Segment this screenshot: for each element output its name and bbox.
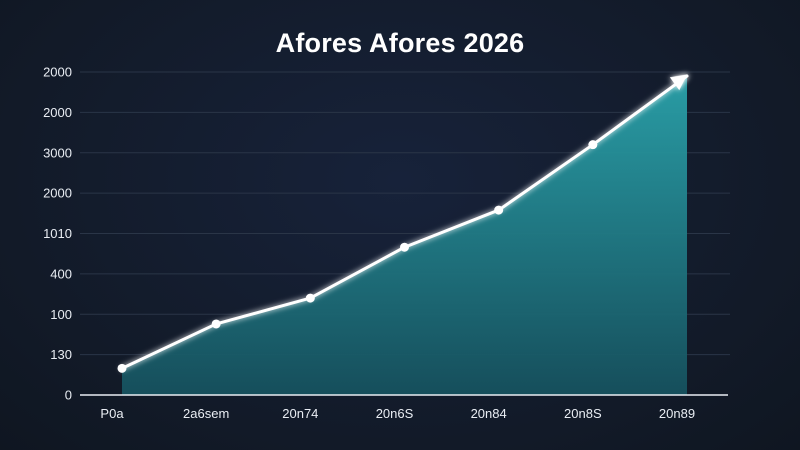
area-fill-layer — [122, 76, 687, 395]
chart-title: Afores Afores 2026 — [275, 28, 525, 58]
y-tick-label: 2000 — [43, 186, 72, 201]
data-point — [211, 319, 221, 329]
y-tick-label: 1010 — [43, 226, 72, 241]
y-tick-label: 400 — [50, 266, 72, 281]
x-tick-labels: P0a 2a6sem 20n74 20n6S 20n84 20n8S 20n89 — [100, 406, 695, 421]
y-tick-label: 100 — [50, 307, 72, 322]
data-point — [305, 293, 315, 303]
y-tick-label: 130 — [50, 347, 72, 362]
data-point — [494, 205, 504, 215]
y-tick-labels: 2000 2000 3000 2000 1010 400 100 130 0 — [43, 65, 72, 403]
data-points — [117, 74, 688, 373]
x-tick-label: 20n6S — [376, 406, 414, 421]
data-point — [588, 140, 598, 150]
y-tick-label: 2000 — [43, 105, 72, 120]
x-tick-label: 20n89 — [659, 406, 695, 421]
data-point-arrow — [669, 74, 688, 91]
data-point — [117, 363, 127, 373]
x-tick-label: 20n74 — [282, 406, 318, 421]
x-tick-label: P0a — [100, 406, 124, 421]
x-tick-label: 20n8S — [564, 406, 602, 421]
y-tick-label: 0 — [65, 388, 72, 403]
y-tick-label: 3000 — [43, 145, 72, 160]
x-tick-label: 20n84 — [471, 406, 507, 421]
data-point — [400, 242, 409, 252]
y-tick-label: 2000 — [43, 65, 72, 80]
series-area — [122, 76, 687, 395]
x-tick-label: 2a6sem — [183, 406, 229, 421]
